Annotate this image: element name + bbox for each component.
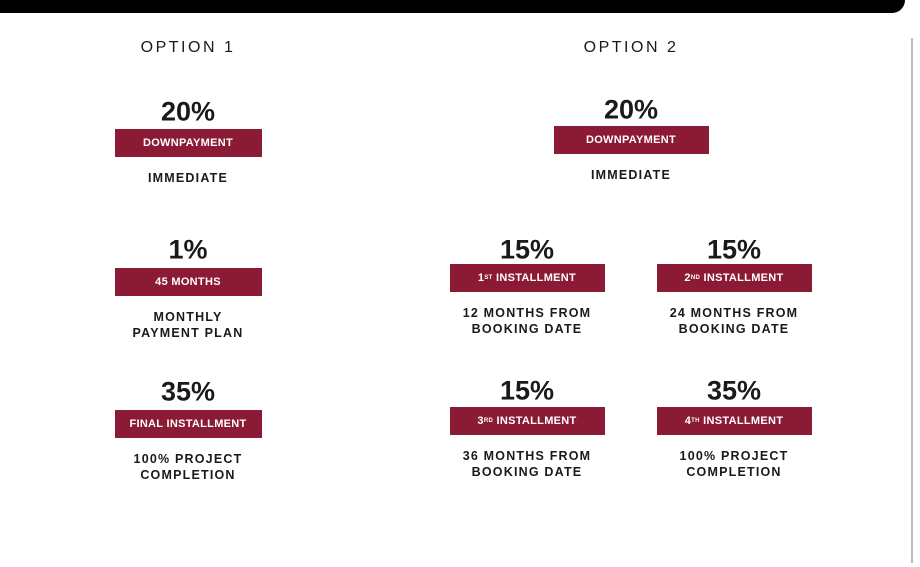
- label: DOWNPAYMENT: [585, 134, 677, 146]
- percent: 35%: [706, 375, 762, 406]
- ordinal: 3: [477, 415, 484, 427]
- detail: BOOKING DATE: [678, 322, 790, 336]
- label-bar: DOWNPAYMENT: [553, 126, 709, 154]
- option-title: OPTION 1: [140, 39, 236, 56]
- option-title: OPTION 2: [583, 39, 679, 56]
- ordinal-suffix: ND: [690, 275, 701, 281]
- detail: 24 MONTHS FROM: [669, 306, 799, 320]
- label-bar: 45 MONTHS: [114, 268, 262, 296]
- edge-line: [911, 38, 913, 563]
- label: FINAL INSTALLMENT: [129, 418, 247, 430]
- percent: 15%: [499, 234, 555, 265]
- ordinal-suffix: TH: [691, 418, 700, 424]
- percent: 35%: [160, 376, 216, 407]
- detail: COMPLETION: [686, 465, 782, 479]
- detail: 12 MONTHS FROM: [462, 306, 592, 320]
- top-bar: [0, 0, 905, 13]
- label: 45 MONTHS: [155, 276, 221, 288]
- ordinal: 4: [684, 415, 692, 427]
- ordinal-suffix: RD: [483, 418, 494, 424]
- detail: BOOKING DATE: [471, 322, 583, 336]
- percent: 1%: [168, 234, 208, 265]
- percent: 20%: [160, 96, 216, 127]
- percent: 20%: [603, 94, 659, 125]
- label-bar: 2 ND INSTALLMENT: [656, 264, 812, 292]
- label-bar: DOWNPAYMENT: [114, 129, 262, 157]
- ordinal-suffix: ST: [484, 275, 493, 281]
- percent: 15%: [499, 375, 555, 406]
- ordinal: 2: [684, 272, 691, 284]
- label: INSTALLMENT: [703, 415, 784, 427]
- detail: IMMEDIATE: [590, 168, 671, 182]
- label: DOWNPAYMENT: [142, 137, 234, 149]
- detail: MONTHLY: [153, 310, 223, 324]
- label-bar: 1 ST INSTALLMENT: [449, 264, 605, 292]
- label-bar: 3 RD INSTALLMENT: [449, 407, 605, 435]
- label-bar: 4 TH INSTALLMENT: [656, 407, 812, 435]
- detail: PAYMENT PLAN: [132, 326, 244, 340]
- percent: 15%: [706, 234, 762, 265]
- detail: 100% PROJECT: [679, 449, 789, 463]
- detail: BOOKING DATE: [471, 465, 583, 479]
- detail: COMPLETION: [140, 468, 236, 482]
- detail: 100% PROJECT: [133, 452, 243, 466]
- label-bar: FINAL INSTALLMENT: [114, 410, 262, 438]
- ordinal: 1: [477, 272, 485, 284]
- detail: IMMEDIATE: [147, 171, 228, 185]
- detail: 36 MONTHS FROM: [462, 449, 592, 463]
- label: INSTALLMENT: [495, 272, 577, 284]
- label: INSTALLMENT: [703, 272, 784, 284]
- label: INSTALLMENT: [496, 415, 577, 427]
